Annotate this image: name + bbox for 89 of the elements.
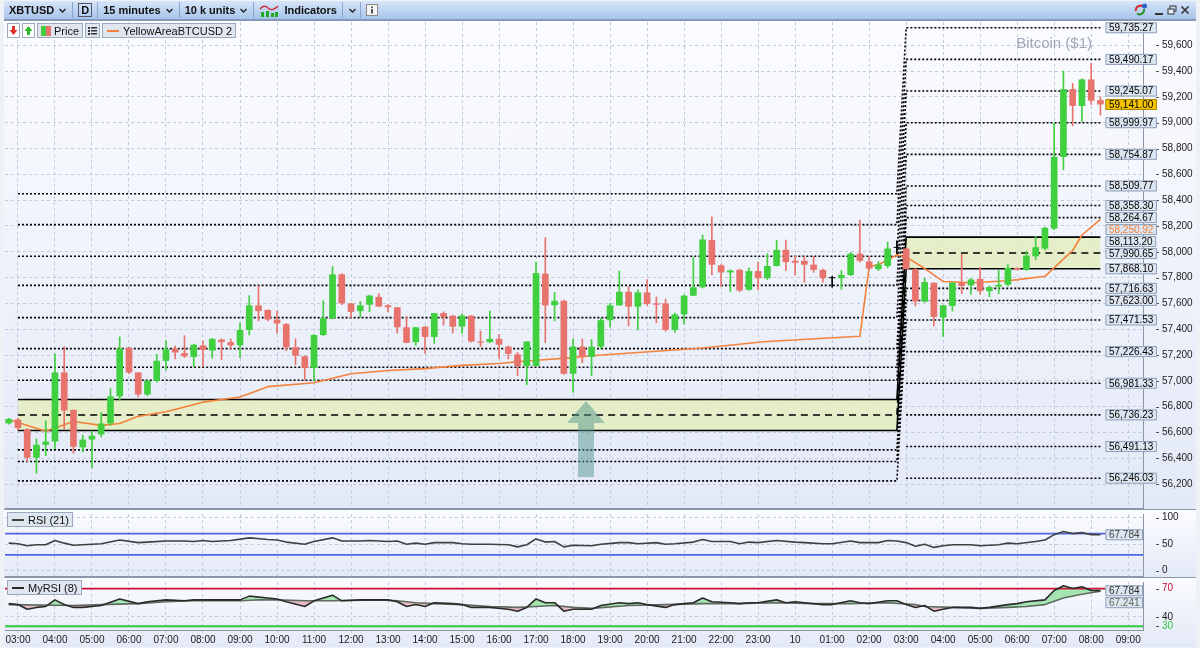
- x-tick-label: 11:00: [301, 633, 327, 645]
- x-tick-label: 16:00: [486, 633, 513, 645]
- data-label: 56,736.23: [1108, 409, 1154, 421]
- data-label: 57,716.63: [1108, 282, 1154, 294]
- data-label: 67.784: [1108, 529, 1140, 541]
- x-tick-label: 03:00: [893, 633, 920, 645]
- text: 10 k units: [184, 4, 236, 16]
- legend-label: MyRSI (8): [28, 581, 78, 594]
- y-tick-label: 100: [1162, 511, 1180, 523]
- x-tick-label: 22:00: [708, 633, 735, 645]
- x-tick-label: 08:00: [1078, 633, 1105, 645]
- y-tick-label: 56,800: [1162, 400, 1194, 412]
- y-tick-label: 56,400: [1162, 452, 1194, 464]
- data-label: 59,735.27: [1108, 22, 1154, 34]
- y-tick-label: 50: [1162, 537, 1174, 549]
- text: Indicators: [284, 4, 337, 16]
- data-label: 58,113.20: [1108, 235, 1154, 247]
- y-tick-label: 58,000: [1162, 245, 1194, 257]
- data-label: 57,990.65: [1108, 247, 1154, 259]
- x-tick-label: 17:00: [523, 633, 550, 645]
- x-tick-label: 18:00: [560, 633, 587, 645]
- data-label: 58,250.92: [1108, 223, 1154, 235]
- data-label: 58,754.87: [1108, 148, 1154, 160]
- x-tick-label: 05:00: [79, 633, 105, 645]
- y-tick-label: 57,800: [1162, 271, 1194, 283]
- y-tick-label: 58,800: [1162, 142, 1194, 154]
- x-tick-label: 04:00: [42, 633, 68, 645]
- y-tick-label: 56,600: [1162, 426, 1194, 438]
- x-tick-label: 13:00: [375, 633, 401, 645]
- data-label: 58,509.77: [1108, 180, 1154, 192]
- text: D: [78, 3, 93, 17]
- y-tick-label: 58,200: [1162, 219, 1194, 231]
- data-label: 56,491.13: [1108, 440, 1154, 452]
- data-label: 56,246.03: [1108, 472, 1154, 484]
- data-label: 57,623.00: [1108, 294, 1154, 306]
- text: Bitcoin ($1): [1016, 34, 1092, 51]
- x-tick-label: 19:00: [597, 633, 624, 645]
- data-label: 57,226.43: [1108, 345, 1154, 357]
- x-tick-label: 10: [789, 633, 802, 645]
- y-tick-label: 30: [1162, 619, 1174, 631]
- y-tick-label: 59,400: [1162, 64, 1194, 76]
- y-tick-label: 59,600: [1162, 38, 1194, 50]
- x-tick-label: 04:00: [930, 633, 957, 645]
- x-tick-label: 09:00: [1115, 633, 1142, 645]
- x-tick-label: 06:00: [116, 633, 142, 645]
- y-tick-label: 59,200: [1162, 90, 1194, 102]
- x-tick-label: 03:00: [5, 633, 31, 645]
- x-tick-label: 12:00: [338, 633, 364, 645]
- text: 59,141.00: [1108, 98, 1154, 110]
- x-tick-label: 14:00: [412, 633, 438, 645]
- legend-label: Price: [54, 24, 80, 37]
- y-tick-label: 58,400: [1162, 193, 1194, 205]
- x-tick-label: 10:00: [264, 633, 290, 645]
- data-label: 58,358.30: [1108, 199, 1154, 211]
- data-label: 67.784: [1108, 584, 1140, 596]
- y-tick-label: 57,600: [1162, 297, 1194, 309]
- y-tick-label: 56,200: [1162, 477, 1194, 489]
- text: XBTUSD: [9, 4, 55, 16]
- y-tick-label: 59,000: [1162, 116, 1194, 128]
- x-tick-label: 08:00: [190, 633, 216, 645]
- data-label: 67.241: [1108, 596, 1140, 608]
- y-tick-label: 57,400: [1162, 322, 1194, 334]
- x-tick-label: 07:00: [153, 633, 179, 645]
- x-tick-label: 07:00: [1041, 633, 1068, 645]
- x-tick-label: 21:00: [671, 633, 698, 645]
- data-label: 59,245.07: [1108, 85, 1154, 97]
- x-tick-label: 15:00: [449, 633, 475, 645]
- data-label: 56,981.33: [1108, 377, 1154, 389]
- x-tick-label: 23:00: [745, 633, 772, 645]
- y-tick-label: 70: [1162, 582, 1174, 594]
- data-label: 58,999.97: [1108, 116, 1154, 128]
- y-tick-label: 57,200: [1162, 348, 1194, 360]
- x-tick-label: 01:00: [819, 633, 846, 645]
- legend-label: RSI (21): [28, 513, 69, 526]
- y-tick-label: 57,000: [1162, 374, 1194, 386]
- text: 15 minutes: [103, 4, 161, 16]
- data-label: 57,471.53: [1108, 314, 1154, 326]
- y-tick-label: 0: [1162, 564, 1168, 576]
- y-tick-label: 58,600: [1162, 168, 1194, 180]
- y-tick-label: 40: [1162, 610, 1174, 622]
- data-label: 59,490.17: [1108, 53, 1154, 65]
- x-tick-label: 02:00: [856, 633, 883, 645]
- x-tick-label: 09:00: [227, 633, 253, 645]
- x-tick-label: 05:00: [967, 633, 994, 645]
- data-label: 58,264.67: [1108, 211, 1154, 223]
- x-tick-label: 20:00: [634, 633, 661, 645]
- data-label: 57,868.10: [1108, 263, 1154, 275]
- legend-label: YellowAreaBTCUSD 2: [123, 24, 233, 37]
- x-tick-label: 06:00: [1004, 633, 1031, 645]
